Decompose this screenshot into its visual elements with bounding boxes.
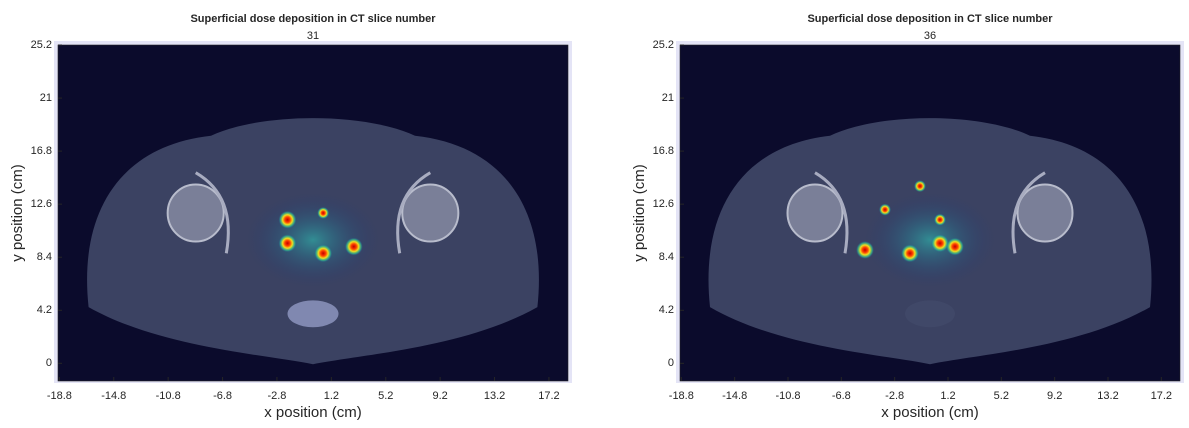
image-panel: -18.8 -14.8 -10.8 -6.8 -2.8 1.2 5.2 9.2 13.2 17.2…: [631, 13, 1184, 421]
y-tick-label: 12.6: [653, 198, 674, 210]
x-tick-label: 13.2: [484, 390, 505, 402]
dose-spot: [946, 238, 964, 256]
x-tick-label: 13.2: [1097, 390, 1118, 402]
x-tick-label: -14.8: [101, 390, 126, 402]
chart-title: Superficial dose deposition in CT slice …: [807, 13, 1053, 25]
dose-spot: [856, 241, 874, 259]
dose-spot: [314, 244, 332, 262]
y-tick-label: 25.2: [653, 39, 674, 51]
x-axis-label: x position (cm): [264, 404, 362, 421]
x-tick-label: 1.2: [324, 390, 339, 402]
x-tick-label: -2.8: [267, 390, 286, 402]
x-tick-label: 9.2: [1047, 390, 1062, 402]
dose-spot: [879, 204, 891, 216]
image-panel: -18.8 -14.8 -10.8 -6.8 -2.8 1.2 5.2 9.2 13.2 17.2…: [9, 13, 572, 421]
x-tick-label: 17.2: [1151, 390, 1172, 402]
chart-subtitle: 36: [924, 30, 936, 42]
y-tick-label: 21: [662, 92, 674, 104]
x-tick-label: -18.8: [47, 390, 72, 402]
dose-spot: [279, 211, 297, 229]
x-tick-label: 5.2: [378, 390, 393, 402]
x-tick-label: -14.8: [722, 390, 747, 402]
bone: [402, 184, 458, 241]
organ: [905, 300, 955, 327]
bone: [1018, 184, 1073, 241]
y-tick-label: 25.2: [31, 39, 52, 51]
x-tick-label: -6.8: [832, 390, 851, 402]
x-tick-label: -2.8: [885, 390, 904, 402]
y-tick-label: 12.6: [31, 198, 52, 210]
y-tick-label: 8.4: [37, 251, 52, 263]
organ: [288, 300, 339, 327]
bone: [788, 184, 843, 241]
chart-title: Superficial dose deposition in CT slice …: [190, 13, 436, 25]
y-tick-label: 8.4: [659, 251, 674, 263]
y-tick-label: 16.8: [31, 145, 52, 157]
x-tick-label: 5.2: [994, 390, 1009, 402]
x-axis-label: x position (cm): [881, 404, 979, 421]
dose-spot: [934, 214, 946, 226]
y-tick-label: 4.2: [659, 304, 674, 316]
dose-spot: [317, 207, 329, 219]
y-tick-label: 16.8: [653, 145, 674, 157]
dose-spot: [914, 180, 926, 192]
x-tick-label: 9.2: [433, 390, 448, 402]
x-tick-label: 17.2: [538, 390, 559, 402]
y-axis-label: y position (cm): [631, 164, 648, 262]
y-tick-label: 21: [40, 92, 52, 104]
x-tick-label: -18.8: [669, 390, 694, 402]
chart-subtitle: 31: [307, 30, 319, 42]
dose-spot: [279, 234, 297, 252]
x-tick-label: -6.8: [213, 390, 232, 402]
dose-spot: [345, 238, 363, 256]
y-tick-label: 0: [668, 357, 674, 369]
x-tick-label: -10.8: [156, 390, 181, 402]
y-tick-label: 0: [46, 357, 52, 369]
dose-spot: [931, 234, 949, 252]
figure: -18.8 -14.8 -10.8 -6.8 -2.8 1.2 5.2 9.2 13.2 17.2…: [0, 0, 1189, 423]
y-axis-label: y position (cm): [9, 164, 26, 262]
dose-spot: [901, 244, 919, 262]
x-tick-label: -10.8: [775, 390, 800, 402]
bone: [168, 184, 224, 241]
y-tick-label: 4.2: [37, 304, 52, 316]
x-tick-label: 1.2: [940, 390, 955, 402]
